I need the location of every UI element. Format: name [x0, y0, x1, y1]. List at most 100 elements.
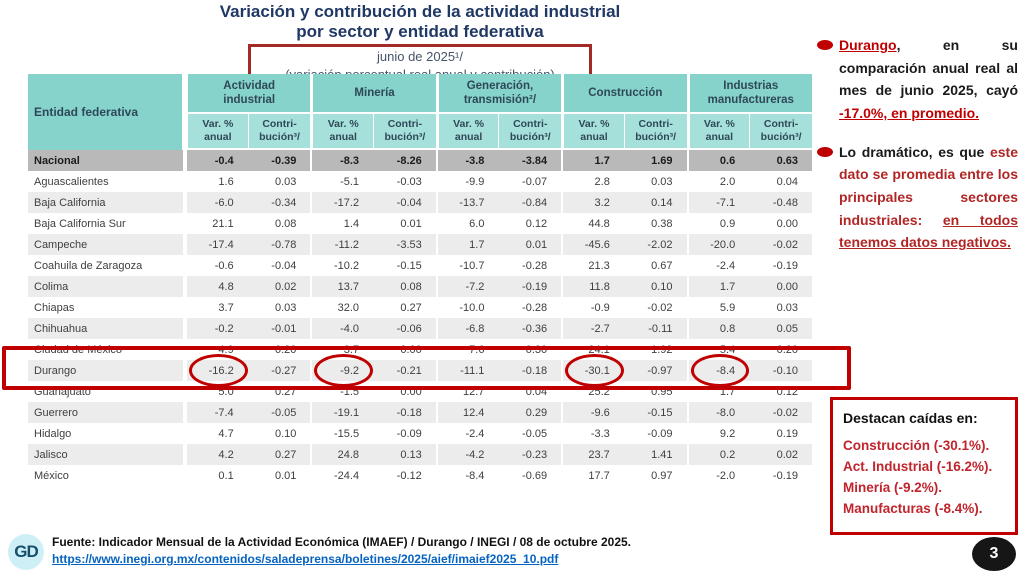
value-cell: -6.8 — [435, 318, 499, 339]
row-label: Guanajuato — [28, 381, 185, 402]
declines-callout-box: Destacan caídas en: Construcción (-30.1%… — [830, 397, 1018, 535]
value-cell: -8.26 — [373, 150, 436, 171]
row-label: Durango — [28, 360, 185, 381]
value-cell: 5.0 — [185, 381, 248, 402]
annotation-bullet-2-red: este dato se promedia entre los principa… — [839, 143, 1018, 228]
value-cell: -0.36 — [498, 318, 562, 339]
value-cell: 24.1 — [561, 339, 624, 360]
value-cell: -3.53 — [373, 234, 436, 255]
page-number-badge: 3 — [972, 537, 1016, 571]
table-row: México 0.1 0.01 -24.4 -0.12 -8.4 -0.69 17.7 0.97… — [28, 465, 812, 486]
column-subheader-contrib: Contri- bución³/ — [373, 114, 436, 150]
source-link[interactable]: https://www.inegi.org.mx/contenidos/sala… — [52, 552, 559, 567]
value-cell: 0.27 — [247, 444, 311, 465]
value-cell: 0.08 — [274, 217, 297, 230]
value-cell: -7.4 — [185, 402, 248, 423]
value-cell: -4.0 — [310, 318, 374, 339]
value-cell: -15.5 — [310, 423, 373, 444]
value-cell: 0.00 — [400, 385, 422, 398]
annotation-bullet-2-lead: Lo dramático, es que — [839, 143, 990, 160]
value-cell: 5.4 — [686, 339, 750, 360]
value-cell: -0.19 — [772, 469, 798, 482]
callout-lines: Construcción (-30.1%). Act. Industrial (-… — [843, 436, 1005, 520]
value-cell: 5.9 — [686, 297, 750, 318]
value-cell: 0.95 — [651, 385, 673, 398]
value-cell: -11.1 — [435, 360, 499, 381]
value-cell: -16.2 — [185, 354, 248, 387]
value-cell: 0.00 — [749, 276, 812, 297]
value-cell: 0.27 — [274, 385, 297, 398]
value-cell: -0.18 — [373, 402, 436, 423]
value-cell: 2.8 — [561, 171, 624, 192]
value-cell: -8.0 — [686, 402, 750, 423]
table-row: Chihuahua -0.2 -0.01 -4.0 -0.06 -6.8 -0.36 -2.7… — [28, 318, 812, 339]
value-cell: -0.09 — [647, 427, 673, 440]
value-cell: -0.2 — [185, 318, 248, 339]
value-cell: 1.92 — [651, 343, 673, 356]
column-subheader-contrib: Contri- bución³/ — [247, 114, 311, 150]
table-row: Guerrero -7.4 -0.05 -19.1 -0.18 12.4 0.29 -9.6-… — [28, 402, 812, 423]
value-cell: 0.02 — [247, 276, 311, 297]
value-cell: 0.01 — [498, 234, 562, 255]
value-cell: -10.7 — [435, 255, 499, 276]
source-line: Fuente: Indicador Mensual de la Activida… — [52, 535, 631, 549]
value-cell: -0.07 — [522, 175, 548, 188]
value-cell: 17.7 — [561, 465, 624, 486]
row-label: Baja California Sur — [28, 213, 185, 234]
column-subheader-var: Var. % anual — [435, 114, 499, 150]
value-cell: -11.2 — [310, 234, 374, 255]
bullet-marker-icon — [817, 40, 833, 50]
value-cell: -45.6 — [561, 234, 624, 255]
value-cell: 13.7 — [310, 276, 374, 297]
industrial-activity-table: Entidad federativa Actividad industrial Mi… — [28, 74, 812, 486]
value-cell: -17.4 — [185, 234, 248, 255]
value-cell: 21.3 — [561, 255, 624, 276]
annotation-bullet-1-text: Durango, en su comparación anual real al… — [839, 34, 1018, 125]
row-label: Aguascalientes — [28, 171, 185, 192]
value-cell: -0.19 — [772, 259, 798, 272]
value-cell: 0.30 — [525, 343, 548, 356]
callout-line: Act. Industrial (-16.2%). — [843, 458, 993, 474]
column-group-header: Minería — [310, 74, 436, 114]
value-cell: 0.03 — [274, 301, 297, 314]
value-cell: 24.8 — [310, 444, 374, 465]
value-cell: -9.6 — [561, 402, 624, 423]
row-label: Colima — [28, 276, 185, 297]
value-cell: 0.63 — [749, 150, 812, 171]
value-cell: -2.4 — [686, 255, 750, 276]
value-cell: 2.0 — [686, 171, 750, 192]
value-cell: 4.8 — [185, 276, 248, 297]
row-label: Campeche — [28, 234, 185, 255]
value-cell: 0.38 — [651, 217, 673, 230]
value-cell: 1.41 — [623, 444, 687, 465]
value-cell: -7.1 — [686, 192, 750, 213]
value-cell: 0.12 — [525, 217, 548, 230]
value-cell: -0.15 — [396, 259, 422, 272]
value-cell: -3.8 — [435, 150, 499, 171]
value-cell: 0.03 — [776, 301, 798, 314]
column-header-entidad: Entidad federativa — [28, 74, 185, 150]
value-cell: -0.28 — [522, 259, 548, 272]
value-cell: -0.05 — [522, 427, 548, 440]
table-row: Coahuila de Zaragoza -0.6 -0.04 -10.2 -0.15-… — [28, 255, 812, 276]
value-cell: 0.1 — [185, 465, 248, 486]
value-cell: 0.9 — [686, 213, 750, 234]
value-cell: 1.7 — [561, 150, 624, 171]
value-cell: -5.1 — [310, 171, 373, 192]
value-cell: 0.03 — [651, 175, 673, 188]
value-cell: -0.34 — [247, 192, 311, 213]
value-cell: -0.19 — [498, 276, 562, 297]
annotation-bullet-1: Durango, en su comparación anual real al… — [817, 34, 1018, 125]
value-cell: -0.10 — [749, 360, 812, 381]
value-cell: 0.04 — [776, 175, 798, 188]
value-cell: 23.7 — [561, 444, 624, 465]
value-cell: -0.4 — [185, 150, 248, 171]
value-cell: -0.84 — [498, 192, 562, 213]
row-label: Nacional — [28, 150, 185, 171]
column-group-header: Industrias manufactureras — [686, 74, 812, 114]
value-cell: 0.13 — [373, 444, 436, 465]
value-cell: -0.12 — [396, 469, 422, 482]
value-cell: 9.2 — [686, 423, 750, 444]
value-cell: -0.23 — [498, 444, 562, 465]
